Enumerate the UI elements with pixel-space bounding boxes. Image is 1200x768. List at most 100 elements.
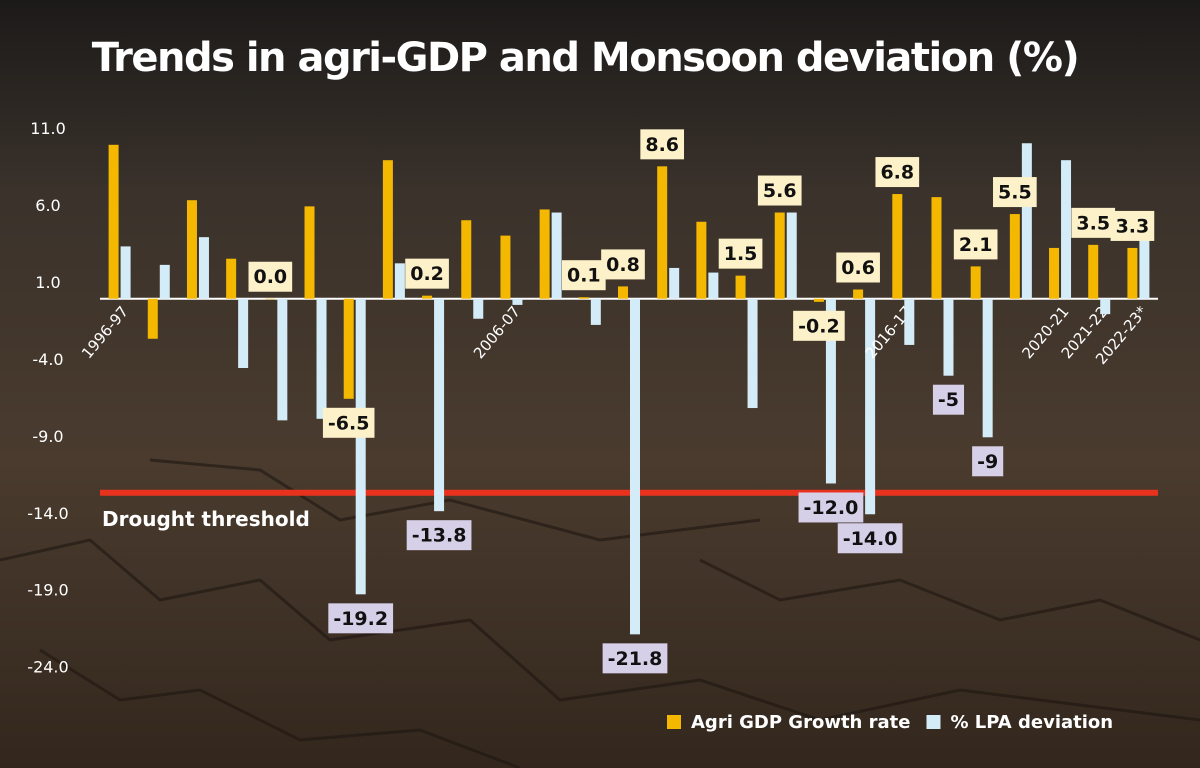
value-label-text: -13.8 bbox=[412, 525, 467, 547]
value-label-text: -12.0 bbox=[804, 497, 859, 519]
value-label: 0.8 bbox=[601, 249, 645, 280]
value-label-text: -5 bbox=[938, 389, 959, 411]
value-label-text: 2.1 bbox=[959, 234, 993, 256]
bar bbox=[265, 298, 276, 300]
value-label-text: -6.5 bbox=[328, 412, 370, 434]
bar bbox=[982, 298, 993, 438]
y-tick-label: -24.0 bbox=[27, 658, 68, 677]
value-label-text: -19.2 bbox=[333, 608, 388, 630]
y-tick-label: 1.0 bbox=[35, 273, 60, 292]
value-label: -21.8 bbox=[602, 643, 668, 674]
bar bbox=[1021, 143, 1032, 299]
label-box bbox=[837, 523, 903, 554]
label-box bbox=[1071, 207, 1116, 238]
chart-title: Trends in agri-GDP and Monsoon deviation… bbox=[92, 35, 1079, 81]
bar bbox=[735, 275, 746, 299]
value-label-text: 0.8 bbox=[606, 254, 640, 276]
legend-swatch bbox=[926, 715, 941, 729]
bar bbox=[422, 295, 433, 299]
bar bbox=[1088, 244, 1099, 299]
value-label: 3.5 bbox=[1071, 207, 1116, 238]
value-label-text: 5.5 bbox=[998, 182, 1032, 204]
value-label: -6.5 bbox=[322, 407, 375, 438]
value-label-text: -9 bbox=[977, 451, 998, 473]
bar bbox=[108, 144, 119, 299]
label-box bbox=[757, 175, 802, 206]
value-label-text: 0.6 bbox=[841, 257, 875, 279]
value-label-text: 3.5 bbox=[1076, 212, 1110, 234]
threshold-label: Drought threshold bbox=[102, 507, 310, 531]
label-box bbox=[798, 492, 864, 523]
value-label: 8.6 bbox=[640, 129, 685, 160]
value-label: 3.3 bbox=[1110, 210, 1155, 241]
label-box bbox=[836, 252, 880, 283]
value-label: -19.2 bbox=[328, 603, 394, 634]
value-label: 5.5 bbox=[993, 177, 1037, 208]
bar bbox=[774, 212, 785, 299]
label-box bbox=[561, 260, 606, 291]
bar bbox=[512, 298, 523, 305]
bar bbox=[853, 289, 864, 299]
bar bbox=[1009, 214, 1020, 299]
bar bbox=[551, 212, 562, 299]
bar bbox=[434, 298, 445, 512]
bar bbox=[394, 263, 405, 299]
bar bbox=[1100, 298, 1111, 315]
value-label: 0.1 bbox=[561, 260, 606, 291]
label-box bbox=[328, 603, 394, 634]
bar bbox=[1127, 247, 1138, 299]
bar bbox=[147, 298, 158, 339]
value-label: 1.5 bbox=[718, 238, 763, 269]
bar bbox=[277, 298, 288, 421]
y-tick-label: -19.0 bbox=[27, 581, 68, 600]
bar bbox=[696, 221, 707, 299]
bar bbox=[931, 197, 942, 299]
value-label-text: -21.8 bbox=[608, 648, 663, 670]
bar bbox=[304, 206, 315, 299]
label-box bbox=[793, 310, 845, 341]
bar bbox=[904, 298, 915, 345]
bar bbox=[970, 266, 981, 299]
y-tick-label: 11.0 bbox=[30, 119, 66, 138]
value-label-text: -0.2 bbox=[798, 315, 840, 337]
bar bbox=[578, 297, 589, 299]
y-tick-label: -4.0 bbox=[32, 350, 63, 369]
bar bbox=[238, 298, 249, 369]
bar bbox=[500, 235, 511, 299]
value-label: 0.6 bbox=[836, 252, 880, 283]
value-label: -5 bbox=[932, 384, 965, 415]
bar bbox=[618, 286, 628, 299]
y-tick-label: -9.0 bbox=[32, 427, 63, 446]
label-box bbox=[718, 238, 763, 269]
label-box bbox=[640, 129, 685, 160]
value-label: -0.2 bbox=[793, 310, 845, 341]
bar bbox=[747, 298, 758, 409]
label-box bbox=[322, 407, 375, 438]
bar bbox=[813, 298, 824, 302]
bar bbox=[382, 160, 393, 299]
label-box bbox=[405, 258, 449, 289]
value-label-text: 0.0 bbox=[253, 266, 287, 288]
y-tick-label: -14.0 bbox=[27, 504, 68, 523]
label-box bbox=[601, 249, 645, 280]
value-label-text: -14.0 bbox=[843, 528, 898, 550]
bar bbox=[943, 298, 954, 376]
value-label-text: 5.6 bbox=[763, 180, 797, 202]
value-label: 5.6 bbox=[757, 175, 802, 206]
legend-label: Agri GDP Growth rate bbox=[691, 712, 910, 733]
legend-label: % LPA deviation bbox=[950, 712, 1113, 733]
bar bbox=[120, 246, 131, 299]
bar bbox=[708, 272, 719, 299]
cracks bbox=[0, 458, 1200, 768]
value-label-text: 0.1 bbox=[567, 265, 601, 287]
bar bbox=[786, 212, 797, 299]
bar bbox=[630, 298, 640, 635]
value-label-text: 8.6 bbox=[645, 134, 679, 156]
bar bbox=[1061, 160, 1072, 299]
bar bbox=[316, 298, 327, 419]
value-label: -13.8 bbox=[406, 520, 472, 551]
legend-swatch bbox=[667, 715, 681, 729]
value-label-text: 1.5 bbox=[724, 243, 758, 265]
bar bbox=[355, 298, 366, 595]
